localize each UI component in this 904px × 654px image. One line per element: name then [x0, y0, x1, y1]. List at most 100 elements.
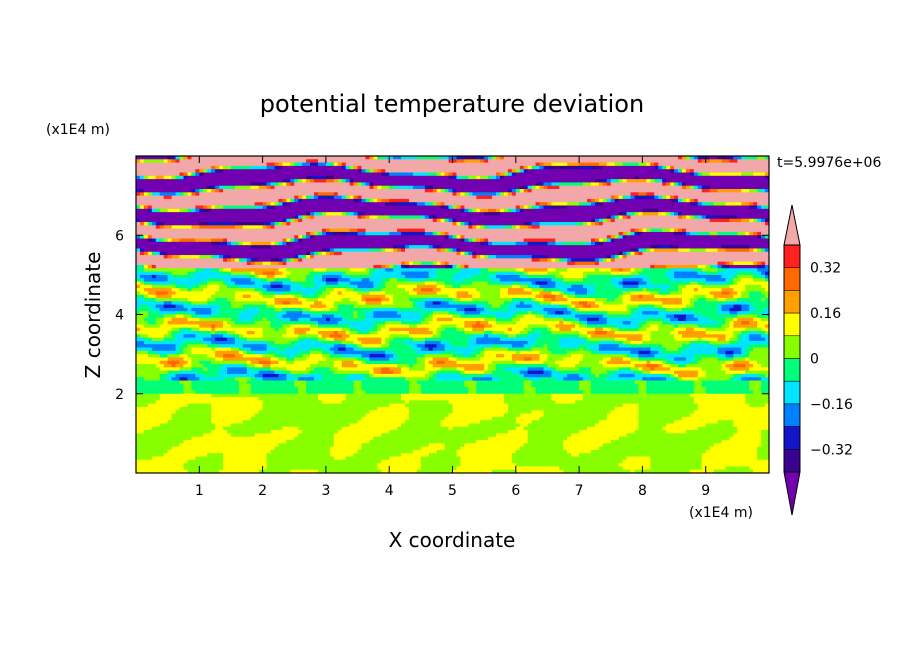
heatmap-cell	[567, 159, 572, 164]
heatmap-cell	[317, 228, 323, 233]
heatmap-cell	[654, 195, 659, 200]
heatmap-cell	[195, 172, 200, 177]
heatmap-cell	[274, 218, 280, 223]
heatmap-cell	[571, 208, 576, 213]
heatmap-cell	[139, 175, 145, 180]
heatmap-cell	[203, 218, 208, 223]
heatmap-cell	[685, 162, 691, 167]
heatmap-cell	[345, 215, 351, 220]
heatmap-cell	[151, 192, 157, 197]
heatmap-cell	[614, 228, 620, 233]
heatmap-cell	[448, 228, 454, 233]
heatmap-cell	[195, 198, 200, 203]
heatmap-cell	[464, 212, 469, 217]
heatmap-cell	[278, 218, 283, 223]
heatmap-cell	[179, 225, 185, 230]
heatmap-cell	[345, 185, 351, 190]
heatmap-cell	[567, 169, 572, 174]
heatmap-cell	[242, 185, 248, 190]
heatmap-cell	[662, 162, 667, 167]
heatmap-cell	[428, 222, 434, 226]
heatmap-cell	[693, 162, 699, 167]
heatmap-cell	[452, 205, 458, 210]
heatmap-cell	[408, 179, 414, 184]
heatmap-cell	[151, 228, 157, 233]
heatmap-cell	[468, 212, 473, 217]
heatmap-cell	[701, 185, 707, 190]
heatmap-cell	[294, 225, 299, 230]
heatmap-cell	[535, 172, 541, 177]
heatmap-cell	[523, 212, 529, 217]
heatmap-cell	[266, 218, 272, 223]
heatmap-cell	[555, 162, 560, 167]
heatmap-cell	[579, 175, 584, 180]
heatmap-cell	[246, 202, 252, 207]
heatmap-cell	[626, 205, 632, 210]
heatmap-cell	[658, 185, 663, 190]
heatmap-cell	[412, 169, 418, 174]
heatmap-cell	[662, 205, 667, 210]
heatmap-cell	[341, 218, 347, 223]
heatmap-cell	[278, 198, 283, 203]
heatmap-cell	[266, 202, 272, 207]
heatmap-cell	[594, 198, 600, 203]
heatmap-cell	[713, 212, 719, 217]
heatmap-cell	[159, 228, 165, 233]
heatmap-cell	[484, 195, 489, 200]
heatmap-cell	[662, 172, 667, 177]
heatmap-cell	[614, 179, 620, 184]
heatmap-cell	[401, 169, 406, 174]
heatmap-cell	[757, 165, 762, 170]
heatmap-cell	[401, 228, 406, 233]
heatmap-cell	[238, 212, 244, 217]
heatmap-cell	[286, 225, 291, 230]
heatmap-cell	[634, 165, 640, 170]
heatmap-cell	[670, 192, 675, 197]
heatmap-cell	[203, 172, 208, 177]
heatmap-cell	[547, 169, 553, 174]
heatmap-cell	[662, 202, 667, 207]
heatmap-cell	[753, 179, 758, 184]
heatmap-cell	[511, 192, 517, 197]
heatmap-cell	[456, 162, 462, 167]
heatmap-cell	[179, 202, 185, 207]
heatmap-cell	[662, 192, 667, 197]
heatmap-cell	[725, 182, 731, 187]
heatmap-cell	[598, 162, 604, 167]
heatmap-cell	[630, 215, 636, 220]
heatmap-cell	[575, 175, 580, 180]
heatmap-cell	[310, 179, 315, 184]
heatmap-cell	[353, 162, 359, 167]
heatmap-cell	[575, 172, 580, 177]
heatmap-cell	[361, 169, 367, 174]
heatmap-cell	[456, 192, 462, 197]
heatmap-cell	[670, 195, 675, 200]
heatmap-cell	[507, 159, 513, 164]
heatmap-cell	[717, 195, 723, 200]
heatmap-cell	[282, 212, 287, 217]
heatmap-cell	[136, 225, 141, 230]
heatmap-cell	[689, 162, 695, 167]
heatmap-cell	[654, 198, 659, 203]
heatmap-cell	[302, 162, 307, 167]
heatmap-cell	[187, 189, 192, 193]
heatmap-cell	[575, 202, 580, 207]
heatmap-cell	[587, 195, 592, 200]
heatmap-cell	[697, 172, 703, 177]
heatmap-cell	[531, 222, 537, 226]
heatmap-cell	[646, 179, 651, 184]
heatmap-cell	[278, 208, 283, 213]
heatmap-cell	[412, 225, 418, 230]
heatmap-cell	[223, 212, 228, 217]
heatmap-cell	[420, 189, 426, 193]
heatmap-cell	[294, 156, 299, 160]
heatmap-cell	[349, 162, 355, 167]
heatmap-cell	[278, 182, 283, 187]
heatmap-cell	[282, 165, 287, 170]
heatmap-cell	[298, 175, 303, 180]
heatmap-cell	[555, 198, 560, 203]
heatmap-cell	[701, 198, 707, 203]
heatmap-cell	[155, 185, 161, 190]
heatmap-cell	[717, 182, 723, 187]
heatmap-cell	[191, 218, 196, 223]
